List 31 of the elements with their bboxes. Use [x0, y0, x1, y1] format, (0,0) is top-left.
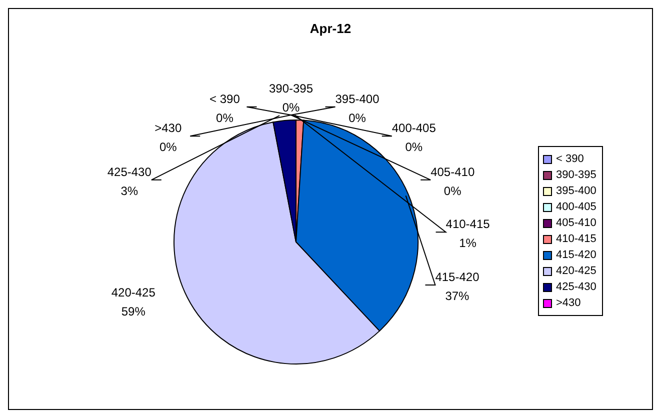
text: 0%	[405, 140, 423, 154]
text: 0%	[282, 100, 300, 115]
category-label: >430	[154, 121, 182, 136]
data-label: 1%	[459, 236, 477, 250]
category-label: < 390	[210, 92, 240, 106]
text: 0%	[348, 110, 366, 125]
legend-label: 400-405	[556, 201, 596, 213]
slice-label: 415-420	[435, 270, 480, 284]
category-label: 405-410	[430, 164, 475, 179]
data-label: 3%	[120, 184, 138, 198]
category-label: 395-400	[335, 92, 380, 106]
data-label: 59%	[121, 304, 146, 319]
text: 0%	[159, 140, 177, 154]
slice-label: 410-415	[446, 217, 490, 232]
legend-label: < 390	[556, 153, 584, 165]
slice-label: 425-430	[107, 164, 152, 179]
text: 0%	[444, 184, 462, 198]
legend-label: 415-420	[556, 249, 596, 261]
chart-title: Apr-12	[308, 21, 352, 36]
legend-label: 395-400	[556, 185, 596, 197]
legend-label: 420-425	[556, 265, 596, 277]
legend-label: 390-395	[556, 169, 596, 181]
legend-label: >430	[556, 297, 581, 309]
text: 0%	[216, 110, 234, 125]
category-label: 390-395	[268, 82, 314, 96]
slice-label: 420-425	[111, 286, 156, 300]
data-label: 37%	[445, 288, 470, 303]
legend-label: 425-430	[556, 281, 596, 293]
legend-label: 410-415	[556, 233, 596, 245]
legend-label: 405-410	[556, 217, 596, 229]
category-label: 400-405	[392, 121, 436, 136]
